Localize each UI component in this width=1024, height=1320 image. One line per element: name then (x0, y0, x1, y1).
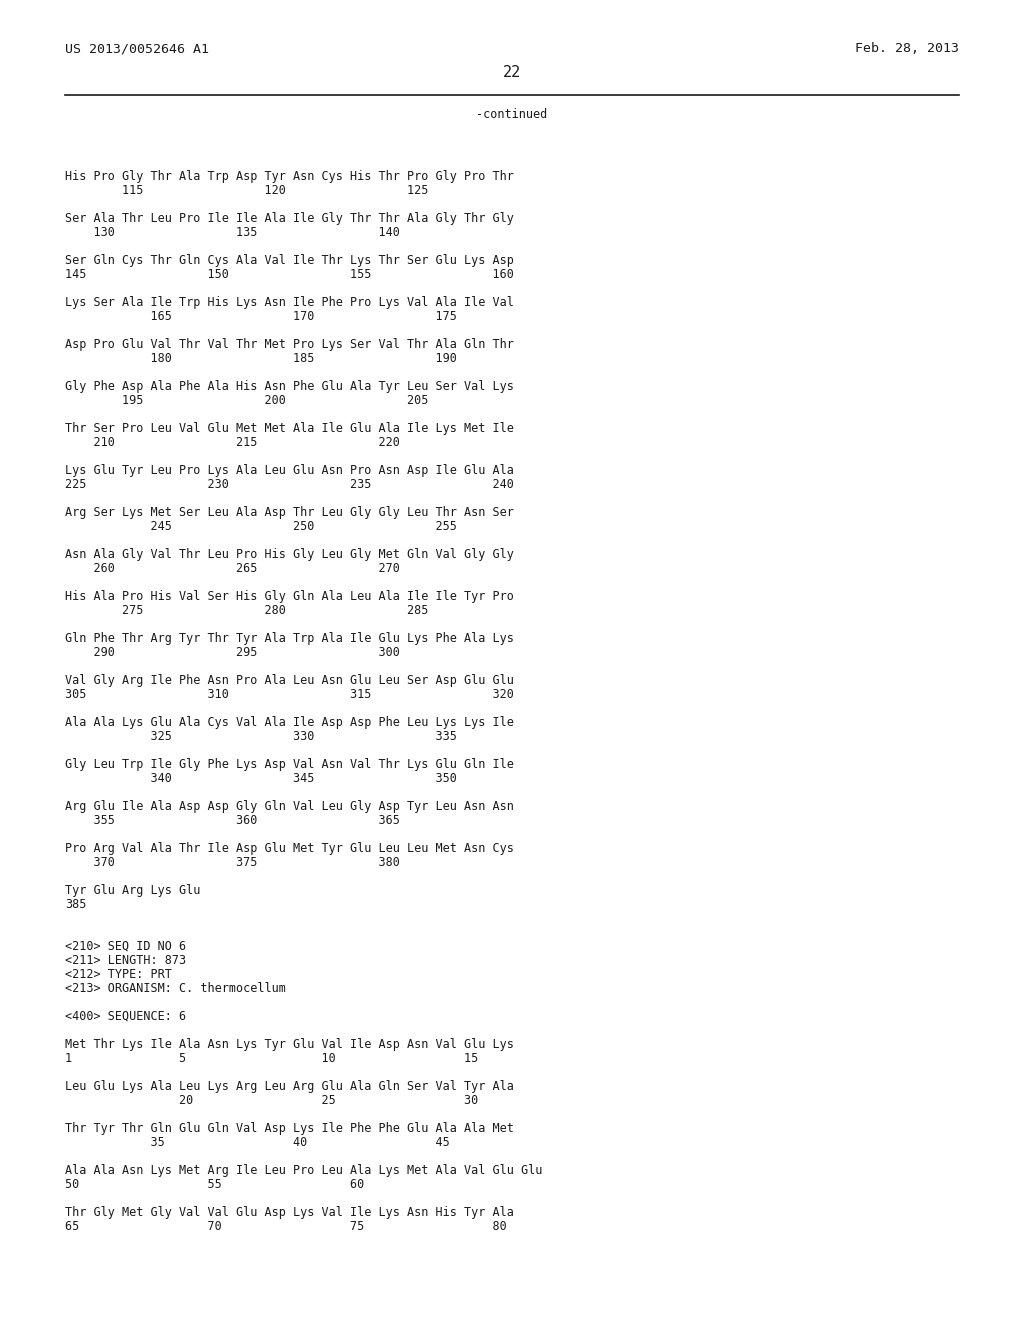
Text: <211> LENGTH: 873: <211> LENGTH: 873 (65, 954, 186, 968)
Text: 165                 170                 175: 165 170 175 (65, 310, 457, 323)
Text: <210> SEQ ID NO 6: <210> SEQ ID NO 6 (65, 940, 186, 953)
Text: Arg Ser Lys Met Ser Leu Ala Asp Thr Leu Gly Gly Leu Thr Asn Ser: Arg Ser Lys Met Ser Leu Ala Asp Thr Leu … (65, 506, 514, 519)
Text: Arg Glu Ile Ala Asp Asp Gly Gln Val Leu Gly Asp Tyr Leu Asn Asn: Arg Glu Ile Ala Asp Asp Gly Gln Val Leu … (65, 800, 514, 813)
Text: Thr Gly Met Gly Val Val Glu Asp Lys Val Ile Lys Asn His Tyr Ala: Thr Gly Met Gly Val Val Glu Asp Lys Val … (65, 1206, 514, 1218)
Text: Asp Pro Glu Val Thr Val Thr Met Pro Lys Ser Val Thr Ala Gln Thr: Asp Pro Glu Val Thr Val Thr Met Pro Lys … (65, 338, 514, 351)
Text: Ala Ala Lys Glu Ala Cys Val Ala Ile Asp Asp Phe Leu Lys Lys Ile: Ala Ala Lys Glu Ala Cys Val Ala Ile Asp … (65, 715, 514, 729)
Text: US 2013/0052646 A1: US 2013/0052646 A1 (65, 42, 209, 55)
Text: 290                 295                 300: 290 295 300 (65, 645, 400, 659)
Text: 210                 215                 220: 210 215 220 (65, 436, 400, 449)
Text: 1               5                   10                  15: 1 5 10 15 (65, 1052, 478, 1065)
Text: 20                  25                  30: 20 25 30 (65, 1094, 478, 1107)
Text: His Pro Gly Thr Ala Trp Asp Tyr Asn Cys His Thr Pro Gly Pro Thr: His Pro Gly Thr Ala Trp Asp Tyr Asn Cys … (65, 170, 514, 183)
Text: 50                  55                  60: 50 55 60 (65, 1177, 365, 1191)
Text: Ser Gln Cys Thr Gln Cys Ala Val Ile Thr Lys Thr Ser Glu Lys Asp: Ser Gln Cys Thr Gln Cys Ala Val Ile Thr … (65, 253, 514, 267)
Text: Thr Tyr Thr Gln Glu Gln Val Asp Lys Ile Phe Phe Glu Ala Ala Met: Thr Tyr Thr Gln Glu Gln Val Asp Lys Ile … (65, 1122, 514, 1135)
Text: Thr Ser Pro Leu Val Glu Met Met Ala Ile Glu Ala Ile Lys Met Ile: Thr Ser Pro Leu Val Glu Met Met Ala Ile … (65, 422, 514, 436)
Text: Leu Glu Lys Ala Leu Lys Arg Leu Arg Glu Ala Gln Ser Val Tyr Ala: Leu Glu Lys Ala Leu Lys Arg Leu Arg Glu … (65, 1080, 514, 1093)
Text: 245                 250                 255: 245 250 255 (65, 520, 457, 533)
Text: 305                 310                 315                 320: 305 310 315 320 (65, 688, 514, 701)
Text: 180                 185                 190: 180 185 190 (65, 352, 457, 366)
Text: Gly Phe Asp Ala Phe Ala His Asn Phe Glu Ala Tyr Leu Ser Val Lys: Gly Phe Asp Ala Phe Ala His Asn Phe Glu … (65, 380, 514, 393)
Text: 130                 135                 140: 130 135 140 (65, 226, 400, 239)
Text: Gly Leu Trp Ile Gly Phe Lys Asp Val Asn Val Thr Lys Glu Gln Ile: Gly Leu Trp Ile Gly Phe Lys Asp Val Asn … (65, 758, 514, 771)
Text: <400> SEQUENCE: 6: <400> SEQUENCE: 6 (65, 1010, 186, 1023)
Text: Ala Ala Asn Lys Met Arg Ile Leu Pro Leu Ala Lys Met Ala Val Glu Glu: Ala Ala Asn Lys Met Arg Ile Leu Pro Leu … (65, 1164, 543, 1177)
Text: 325                 330                 335: 325 330 335 (65, 730, 457, 743)
Text: 370                 375                 380: 370 375 380 (65, 855, 400, 869)
Text: Feb. 28, 2013: Feb. 28, 2013 (855, 42, 959, 55)
Text: Met Thr Lys Ile Ala Asn Lys Tyr Glu Val Ile Asp Asn Val Glu Lys: Met Thr Lys Ile Ala Asn Lys Tyr Glu Val … (65, 1038, 514, 1051)
Text: <213> ORGANISM: C. thermocellum: <213> ORGANISM: C. thermocellum (65, 982, 286, 995)
Text: Tyr Glu Arg Lys Glu: Tyr Glu Arg Lys Glu (65, 884, 201, 898)
Text: Gln Phe Thr Arg Tyr Thr Tyr Ala Trp Ala Ile Glu Lys Phe Ala Lys: Gln Phe Thr Arg Tyr Thr Tyr Ala Trp Ala … (65, 632, 514, 645)
Text: Lys Glu Tyr Leu Pro Lys Ala Leu Glu Asn Pro Asn Asp Ile Glu Ala: Lys Glu Tyr Leu Pro Lys Ala Leu Glu Asn … (65, 465, 514, 477)
Text: 22: 22 (503, 65, 521, 81)
Text: 145                 150                 155                 160: 145 150 155 160 (65, 268, 514, 281)
Text: 355                 360                 365: 355 360 365 (65, 814, 400, 828)
Text: Lys Ser Ala Ile Trp His Lys Asn Ile Phe Pro Lys Val Ala Ile Val: Lys Ser Ala Ile Trp His Lys Asn Ile Phe … (65, 296, 514, 309)
Text: Pro Arg Val Ala Thr Ile Asp Glu Met Tyr Glu Leu Leu Met Asn Cys: Pro Arg Val Ala Thr Ile Asp Glu Met Tyr … (65, 842, 514, 855)
Text: Ser Ala Thr Leu Pro Ile Ile Ala Ile Gly Thr Thr Ala Gly Thr Gly: Ser Ala Thr Leu Pro Ile Ile Ala Ile Gly … (65, 213, 514, 224)
Text: 225                 230                 235                 240: 225 230 235 240 (65, 478, 514, 491)
Text: 340                 345                 350: 340 345 350 (65, 772, 457, 785)
Text: Val Gly Arg Ile Phe Asn Pro Ala Leu Asn Glu Leu Ser Asp Glu Glu: Val Gly Arg Ile Phe Asn Pro Ala Leu Asn … (65, 675, 514, 686)
Text: -continued: -continued (476, 108, 548, 121)
Text: 260                 265                 270: 260 265 270 (65, 562, 400, 576)
Text: 195                 200                 205: 195 200 205 (65, 393, 428, 407)
Text: 65                  70                  75                  80: 65 70 75 80 (65, 1220, 507, 1233)
Text: <212> TYPE: PRT: <212> TYPE: PRT (65, 968, 172, 981)
Text: 115                 120                 125: 115 120 125 (65, 183, 428, 197)
Text: Asn Ala Gly Val Thr Leu Pro His Gly Leu Gly Met Gln Val Gly Gly: Asn Ala Gly Val Thr Leu Pro His Gly Leu … (65, 548, 514, 561)
Text: His Ala Pro His Val Ser His Gly Gln Ala Leu Ala Ile Ile Tyr Pro: His Ala Pro His Val Ser His Gly Gln Ala … (65, 590, 514, 603)
Text: 35                  40                  45: 35 40 45 (65, 1137, 450, 1148)
Text: 385: 385 (65, 898, 86, 911)
Text: 275                 280                 285: 275 280 285 (65, 605, 428, 616)
